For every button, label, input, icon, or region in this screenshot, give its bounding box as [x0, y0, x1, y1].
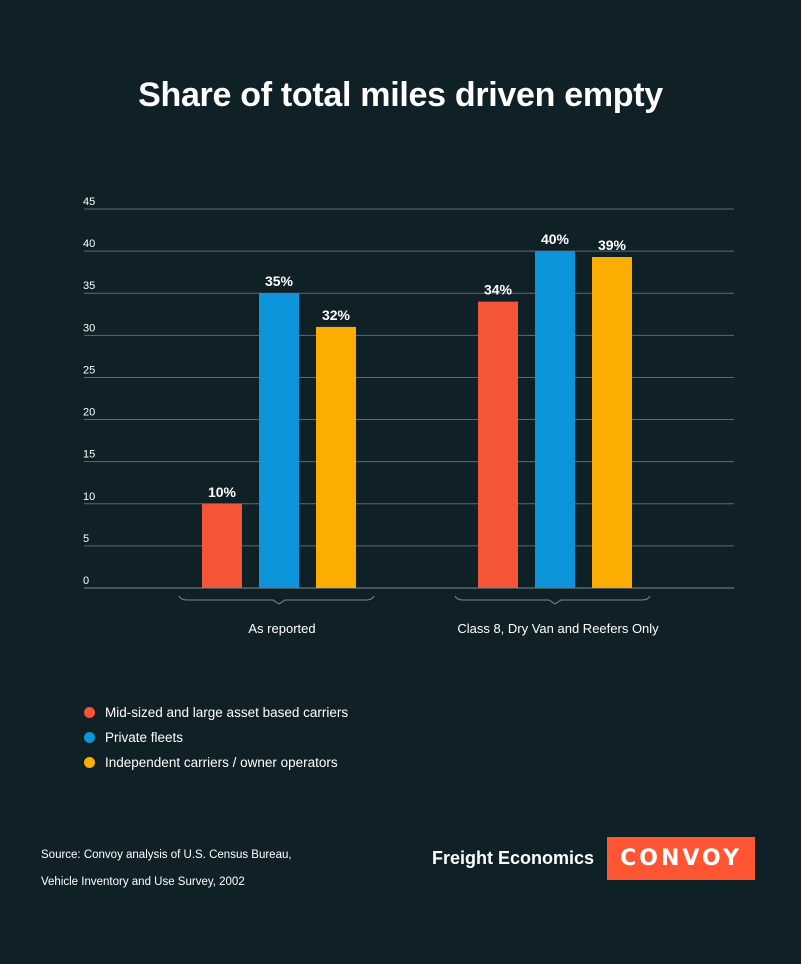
data-label: 35%	[265, 273, 294, 289]
bar	[316, 326, 356, 588]
bar	[202, 503, 242, 588]
x-category-label: Class 8, Dry Van and Reefers Only	[457, 621, 659, 636]
x-category-label: As reported	[248, 621, 315, 636]
y-tick-label: 10	[83, 491, 95, 503]
category-bracket	[178, 595, 375, 605]
y-tick-label: 15	[83, 449, 95, 461]
legend-swatch-blue	[84, 732, 95, 743]
bar	[592, 257, 632, 588]
bar-layer	[202, 251, 632, 588]
logo-text: CONVOY	[620, 846, 742, 871]
axis-layer: 0 5 10 15 20 25 30 35 40 45 As reported Class 8, Dr…	[83, 196, 659, 636]
y-tick-label: 0	[83, 575, 89, 587]
y-tick-label: 5	[83, 533, 89, 545]
legend-label: Private fleets	[105, 730, 184, 745]
data-label: 32%	[322, 307, 351, 323]
y-tick-label: 25	[83, 364, 95, 376]
legend-label: Mid-sized and large asset based carriers	[105, 705, 349, 720]
data-label: 10%	[208, 484, 237, 500]
legend-label: Independent carriers / owner operators	[105, 755, 338, 770]
data-label: 39%	[598, 237, 627, 253]
source-note: Source: Convoy analysis of U.S. Census B…	[41, 842, 292, 896]
bar-chart: 10% 35% 32% 34% 40% 39% 0 5 10 15 20 25 30 35 40 45 As …	[83, 196, 734, 636]
y-tick-label: 30	[83, 322, 95, 334]
y-tick-label: 45	[83, 196, 95, 208]
category-bracket	[454, 595, 651, 605]
legend-item-mid-sized-carriers: Mid-sized and large asset based carriers	[84, 700, 348, 725]
convoy-logo: CONVOY	[607, 837, 755, 880]
source-line-1: Source: Convoy analysis of U.S. Census B…	[41, 849, 292, 861]
legend-swatch-orange	[84, 707, 95, 718]
legend: Mid-sized and large asset based carriers…	[84, 700, 348, 775]
chart-title: Share of total miles driven empty	[138, 76, 663, 114]
label-layer: 10% 35% 32% 34% 40% 39%	[208, 231, 627, 500]
brand-name: Freight Economics	[432, 848, 595, 868]
data-label: 34%	[484, 282, 513, 298]
y-tick-label: 35	[83, 280, 95, 292]
y-tick-label: 40	[83, 238, 95, 250]
bar	[535, 251, 575, 588]
source-line-2: Vehicle Inventory and Use Survey, 2002	[41, 876, 245, 888]
legend-item-private-fleets: Private fleets	[84, 725, 348, 750]
bar	[259, 293, 299, 588]
y-tick-label: 20	[83, 407, 95, 419]
bar	[478, 301, 518, 588]
data-label: 40%	[541, 231, 570, 247]
legend-item-independent-carriers: Independent carriers / owner operators	[84, 750, 348, 775]
grid-layer	[84, 208, 734, 589]
legend-swatch-yellow	[84, 757, 95, 768]
